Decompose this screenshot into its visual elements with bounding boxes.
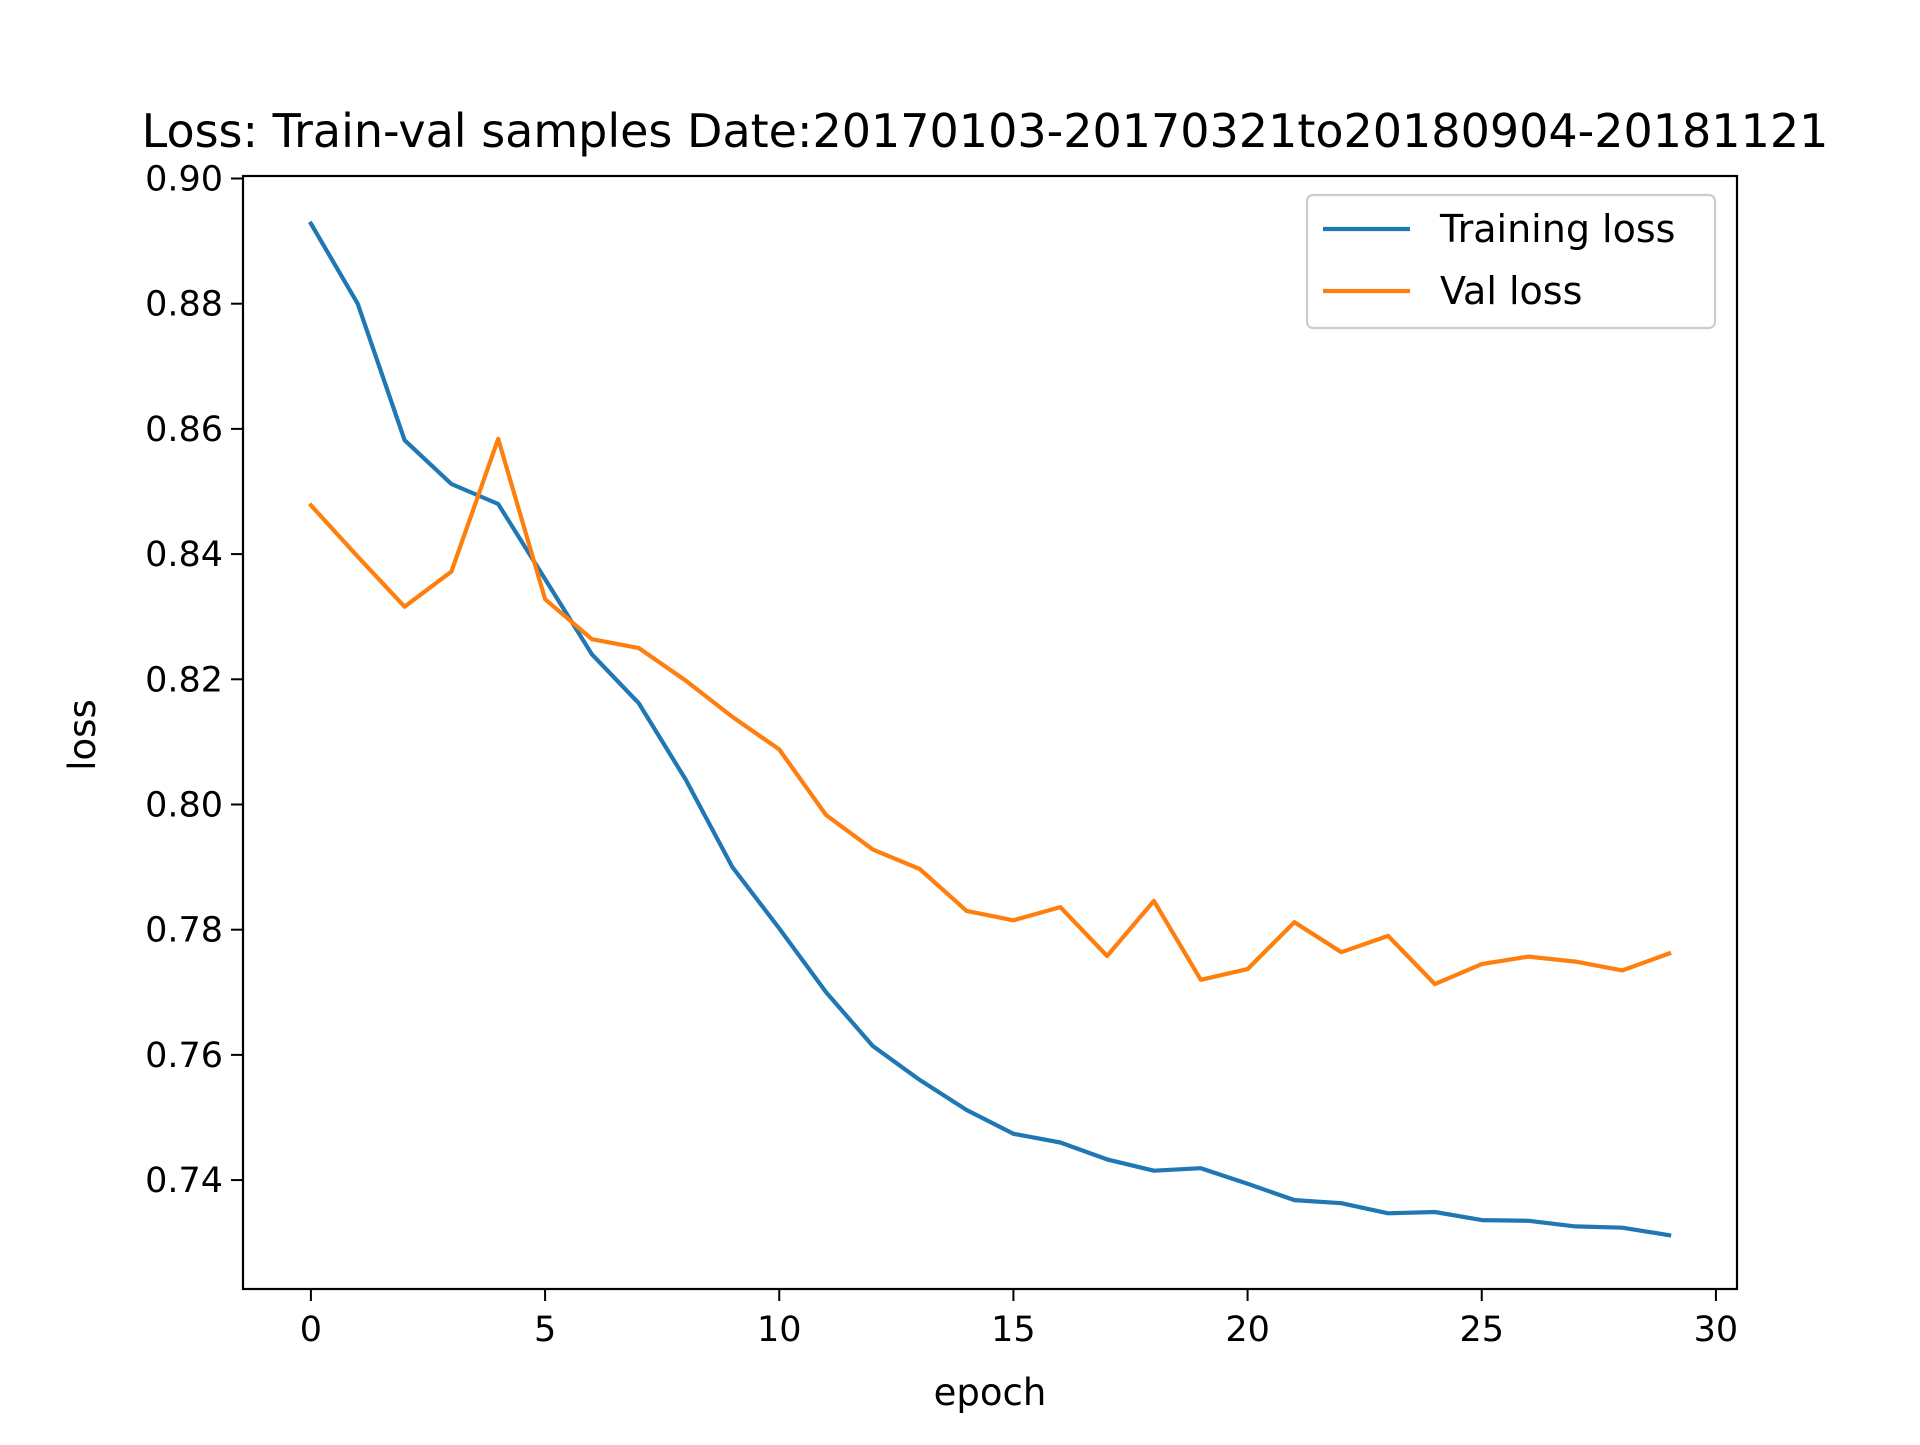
- plot-area: [241, 174, 1739, 1291]
- y-tick-label: 0.88: [145, 285, 223, 325]
- y-tick-label: 0.90: [145, 160, 223, 200]
- y-axis-label: loss: [61, 699, 104, 770]
- x-tick-label: 15: [991, 1310, 1036, 1350]
- x-axis-label: epoch: [934, 1371, 1047, 1414]
- x-tick-label: 0: [300, 1310, 322, 1350]
- x-tick-label: 5: [534, 1310, 556, 1350]
- legend-label-val-loss: Val loss: [1440, 269, 1582, 313]
- legend: Training loss Val loss: [1305, 193, 1717, 330]
- x-axis: 0 5 10 15 20 25 30: [300, 1289, 1738, 1350]
- y-tick-label: 0.78: [145, 911, 223, 951]
- y-tick-label: 0.74: [145, 1161, 223, 1201]
- series-line-val-loss: [307, 436, 1672, 987]
- y-axis: 0.74 0.76 0.78 0.80 0.82 0.84 0.86 0.88 0.90: [145, 160, 243, 1201]
- y-tick-label: 0.76: [145, 1036, 223, 1076]
- legend-label-training-loss: Training loss: [1439, 207, 1675, 251]
- chart-title: Loss: Train-val samples Date:20170103-20…: [142, 104, 1829, 158]
- y-tick-label: 0.86: [145, 410, 223, 450]
- x-tick-label: 10: [757, 1310, 802, 1350]
- series-line-training-loss: [308, 220, 1672, 1238]
- y-tick-label: 0.84: [145, 535, 223, 575]
- x-tick-label: 30: [1694, 1310, 1739, 1350]
- plot-frame: [241, 174, 1739, 1291]
- y-tick-label: 0.82: [145, 660, 223, 700]
- y-tick-label: 0.80: [145, 785, 223, 825]
- x-tick-label: 20: [1225, 1310, 1270, 1350]
- x-tick-label: 25: [1459, 1310, 1504, 1350]
